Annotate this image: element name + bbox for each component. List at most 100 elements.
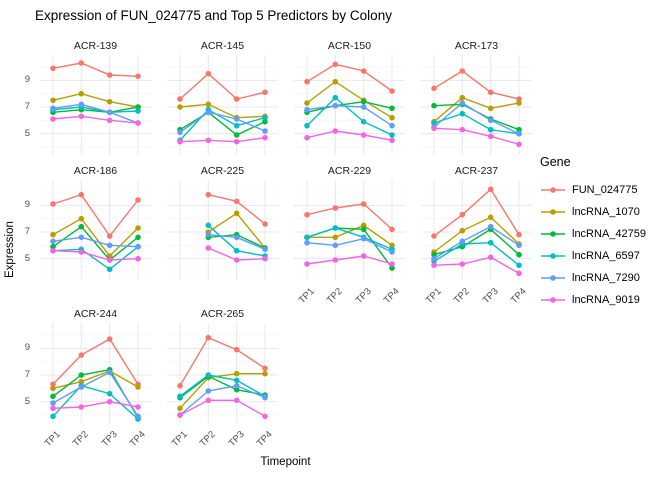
- point-lncRNA_1070-TP2: [332, 78, 339, 85]
- line-lncRNA_7290: [179, 384, 266, 416]
- point-lncRNA_9019-TP1: [50, 405, 56, 412]
- legend-key-icon: [541, 209, 565, 215]
- point-lncRNA_1070-TP1: [177, 405, 183, 412]
- facet-strip-ACR-186: ACR-186: [73, 165, 118, 177]
- point-lncRNA_6597-TP1: [304, 122, 310, 129]
- point-lncRNA_7290-TP1: [304, 106, 310, 113]
- point-lncRNA_9019-TP4: [135, 120, 141, 126]
- legend-key-icon: [541, 187, 565, 193]
- line-lncRNA_7290: [179, 111, 266, 133]
- point-FUN_024775-TP1: [50, 65, 56, 72]
- point-lncRNA_9019-TP1: [177, 138, 183, 145]
- line-lncRNA_1070: [179, 103, 266, 119]
- point-lncRNA_7290-TP3: [106, 369, 113, 376]
- legend-key-icon: [541, 275, 565, 281]
- line-lncRNA_1070: [433, 96, 520, 123]
- point-lncRNA_7290-TP2: [78, 234, 85, 241]
- facet-panel-ACR-225: [167, 180, 278, 280]
- point-lncRNA_6597-TP3: [233, 377, 240, 384]
- point-FUN_024775-TP2: [332, 205, 339, 211]
- point-lncRNA_1070-TP1: [50, 385, 56, 392]
- point-lncRNA_1070-TP3: [233, 370, 240, 377]
- point-lncRNA_1070-TP3: [487, 214, 494, 221]
- point-lncRNA_1070-TP3: [106, 98, 113, 105]
- x-tick-label: TP2: [70, 429, 92, 450]
- point-lncRNA_1070-TP1: [177, 104, 183, 110]
- line-lncRNA_1070: [433, 216, 520, 253]
- line-FUN_024775: [433, 188, 520, 237]
- point-FUN_024775-TP1: [304, 211, 310, 218]
- point-lncRNA_9019-TP1: [431, 125, 437, 132]
- point-lncRNA_9019-TP4: [516, 270, 522, 277]
- point-lncRNA_7290-TP2: [205, 231, 212, 238]
- legend-label: lncRNA_6597: [572, 250, 640, 262]
- legend-item-lncRNA_9019: lncRNA_9019: [540, 289, 646, 311]
- point-lncRNA_7290-TP2: [332, 102, 339, 109]
- point-lncRNA_7290-TP4: [262, 394, 268, 401]
- point-lncRNA_6597-TP2: [205, 222, 212, 229]
- point-lncRNA_42759-TP4: [135, 104, 141, 110]
- point-lncRNA_9019-TP2: [205, 137, 212, 144]
- legend-item-lncRNA_42759: lncRNA_42759: [540, 223, 646, 245]
- line-lncRNA_9019: [306, 255, 393, 265]
- legend-label: FUN_024775: [572, 184, 638, 196]
- point-lncRNA_9019-TP4: [135, 255, 141, 262]
- facet-panel-ACR-145: [167, 55, 278, 155]
- line-lncRNA_9019: [52, 115, 139, 124]
- legend-item-lncRNA_1070: lncRNA_1070: [540, 201, 646, 223]
- point-lncRNA_1070-TP3: [233, 210, 240, 217]
- x-tick-label: TP1: [169, 429, 190, 450]
- point-FUN_024775-TP2: [78, 60, 85, 66]
- chart-title: Expression of FUN_024775 and Top 5 Predi…: [35, 8, 392, 23]
- point-lncRNA_9019-TP4: [389, 261, 395, 267]
- point-lncRNA_42759-TP4: [262, 118, 268, 125]
- legend-label: lncRNA_42759: [572, 228, 646, 240]
- point-lncRNA_1070-TP4: [389, 242, 395, 249]
- point-lncRNA_9019-TP3: [233, 138, 240, 145]
- point-lncRNA_6597-TP3: [360, 118, 367, 125]
- point-FUN_024775-TP2: [459, 68, 466, 74]
- point-lncRNA_7290-TP3: [487, 117, 494, 124]
- point-FUN_024775-TP2: [205, 191, 212, 198]
- y-tick-label: 5: [24, 252, 30, 264]
- point-lncRNA_1070-TP4: [516, 100, 522, 106]
- point-lncRNA_6597-TP4: [135, 108, 141, 114]
- point-lncRNA_9019-TP1: [50, 247, 56, 254]
- point-lncRNA_42759-TP2: [78, 223, 85, 230]
- point-lncRNA_42759-TP3: [233, 132, 240, 138]
- point-lncRNA_9019-TP3: [360, 132, 367, 138]
- line-FUN_024775: [52, 193, 139, 238]
- line-lncRNA_9019: [52, 250, 139, 261]
- point-lncRNA_9019-TP3: [106, 257, 113, 263]
- legend-item-FUN_024775: FUN_024775: [540, 179, 646, 201]
- point-FUN_024775-TP1: [50, 381, 56, 388]
- point-FUN_024775-TP2: [78, 352, 85, 358]
- point-lncRNA_1070-TP3: [360, 222, 367, 229]
- point-lncRNA_9019-TP2: [459, 126, 466, 133]
- point-lncRNA_1070-TP2: [332, 234, 339, 241]
- point-lncRNA_42759-TP3: [233, 386, 240, 393]
- point-lncRNA_9019-TP4: [262, 255, 268, 262]
- point-lncRNA_1070-TP1: [50, 97, 56, 104]
- point-FUN_024775-TP1: [431, 233, 437, 239]
- point-lncRNA_6597-TP4: [262, 114, 268, 121]
- point-FUN_024775-TP1: [177, 96, 183, 102]
- point-lncRNA_42759-TP4: [389, 265, 395, 271]
- point-FUN_024775-TP3: [487, 186, 494, 193]
- point-lncRNA_1070-TP2: [78, 90, 85, 97]
- facet-panel-ACR-237: [421, 180, 532, 280]
- point-lncRNA_9019-TP4: [262, 413, 268, 420]
- point-FUN_024775-TP3: [233, 96, 240, 102]
- point-lncRNA_9019-TP2: [78, 404, 85, 410]
- facet-strip-ACR-229: ACR-229: [327, 165, 372, 177]
- x-tick-label: TP2: [197, 429, 219, 450]
- line-lncRNA_7290: [306, 104, 393, 127]
- y-tick-label: 9: [24, 199, 30, 211]
- legend-label: lncRNA_7290: [572, 272, 640, 284]
- point-FUN_024775-TP3: [233, 198, 240, 205]
- line-lncRNA_6597: [52, 246, 139, 271]
- point-lncRNA_7290-TP2: [205, 109, 212, 116]
- line-lncRNA_6597: [433, 241, 520, 266]
- point-lncRNA_9019-TP2: [78, 249, 85, 255]
- line-lncRNA_42759: [52, 225, 139, 261]
